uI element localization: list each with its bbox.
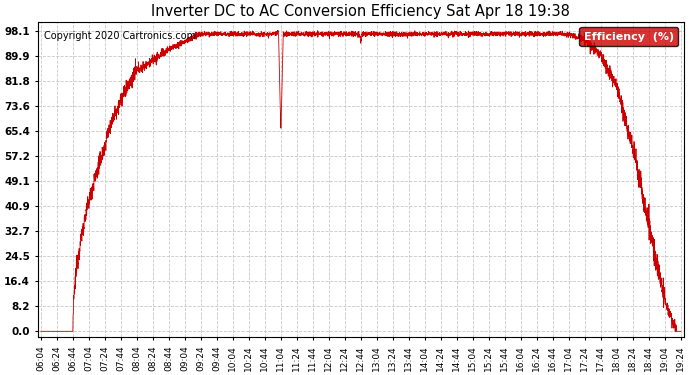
Legend: Efficiency  (%): Efficiency (%) [580,27,678,46]
Title: Inverter DC to AC Conversion Efficiency Sat Apr 18 19:38: Inverter DC to AC Conversion Efficiency … [151,4,570,19]
Text: Copyright 2020 Cartronics.com: Copyright 2020 Cartronics.com [44,31,196,41]
